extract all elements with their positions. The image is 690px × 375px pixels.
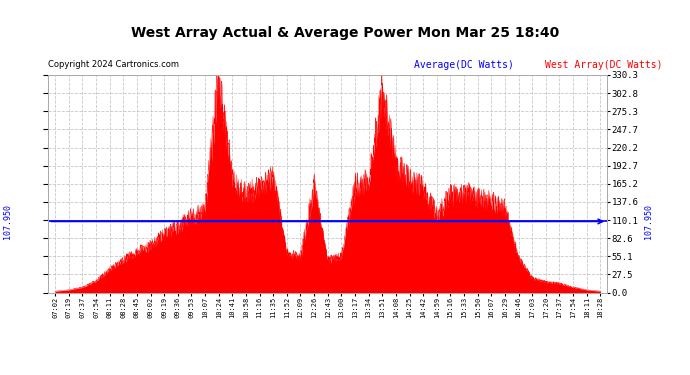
Text: 107.950: 107.950 (644, 204, 653, 239)
Text: Copyright 2024 Cartronics.com: Copyright 2024 Cartronics.com (48, 60, 179, 69)
Text: Average(DC Watts): Average(DC Watts) (414, 60, 514, 70)
Text: 107.950: 107.950 (3, 204, 12, 239)
Text: West Array(DC Watts): West Array(DC Watts) (545, 60, 662, 70)
Text: West Array Actual & Average Power Mon Mar 25 18:40: West Array Actual & Average Power Mon Ma… (131, 26, 559, 40)
